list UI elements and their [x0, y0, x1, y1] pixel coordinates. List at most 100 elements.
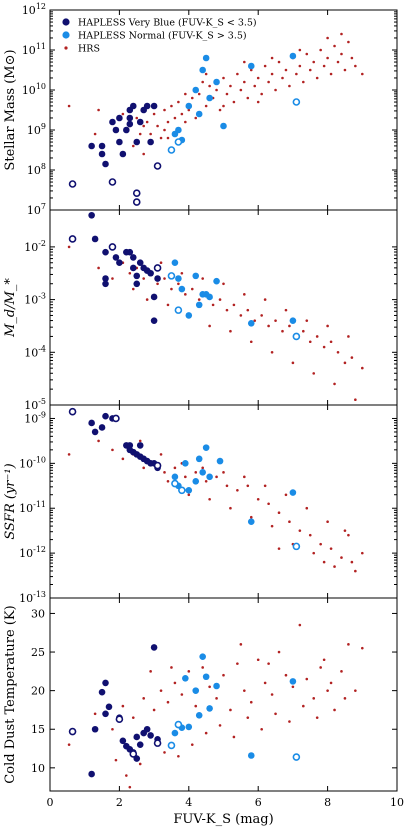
hrs-point: [270, 693, 274, 696]
hrs-point: [166, 480, 170, 483]
hrs-point: [281, 76, 284, 80]
hrs-point: [208, 84, 211, 88]
hrs-point: [159, 261, 163, 265]
normal-filled-point: [247, 518, 255, 525]
hrs-point: [225, 308, 229, 312]
hrs-point: [340, 32, 343, 36]
hrs-point: [190, 743, 194, 746]
hrs-point: [184, 475, 187, 479]
very-blue-filled-point: [136, 741, 144, 748]
hrs-point: [267, 502, 270, 506]
legend: HAPLESS Very Blue (FUV-K_S < 3.5) HAPLESS…: [62, 18, 257, 55]
very-blue-open-point: [68, 235, 77, 243]
y-tick-label: 1011: [22, 42, 46, 57]
hrs-point: [173, 681, 177, 685]
hrs-point: [111, 277, 114, 280]
hrs-point: [347, 40, 350, 44]
hrs-point: [239, 314, 243, 317]
very-blue-filled-point: [91, 725, 99, 733]
hrs-point: [138, 439, 142, 443]
hrs-point: [340, 52, 343, 56]
hrs-point: [319, 542, 322, 546]
hrs-point: [67, 245, 71, 249]
hrs-point: [239, 643, 243, 646]
very-blue-filled-point: [143, 102, 151, 110]
hrs-point: [260, 314, 263, 317]
hrs-point: [163, 751, 166, 754]
hrs-point: [305, 677, 309, 681]
y-tick-label: 107: [27, 202, 46, 217]
hrs-point: [229, 506, 232, 510]
very-blue-filled-point: [123, 126, 130, 134]
normal-filled-point: [185, 486, 193, 494]
hrs-point: [194, 471, 198, 474]
very-blue-open-point: [153, 461, 162, 470]
hrs-point: [308, 533, 312, 537]
hrs-point: [263, 298, 267, 301]
hrs-point: [222, 471, 225, 474]
normal-filled-point: [195, 110, 203, 118]
hrs-point: [312, 551, 316, 555]
normal-filled-point: [175, 126, 182, 134]
hrs-point: [322, 64, 326, 68]
hrs-point: [114, 758, 118, 762]
hrs-point: [222, 104, 225, 108]
hrs-point: [305, 506, 309, 510]
very-blue-filled-point: [154, 275, 161, 282]
very-blue-filled-point: [112, 254, 120, 261]
very-blue-open-point: [153, 162, 162, 170]
very-blue-filled-point: [102, 710, 109, 718]
very-blue-filled-point: [88, 770, 95, 778]
hrs-point: [218, 724, 222, 727]
hrs-point: [187, 493, 191, 497]
hrs-point: [243, 80, 246, 84]
hrs-point: [194, 116, 198, 120]
hrs-point: [125, 774, 128, 777]
very-blue-filled-point: [116, 138, 123, 146]
hrs-point: [340, 670, 343, 673]
hrs-point: [225, 92, 229, 96]
hrs-point: [305, 52, 309, 56]
hrs-point: [270, 524, 274, 528]
normal-filled-point: [289, 52, 297, 60]
hrs-point: [288, 324, 291, 328]
hrs-point: [97, 439, 100, 443]
hrs-point: [329, 72, 333, 76]
hrs-point: [142, 124, 145, 128]
hrs-point: [288, 84, 291, 88]
hrs-point: [229, 708, 232, 712]
very-blue-filled-point: [98, 424, 106, 431]
normal-filled-point: [199, 66, 206, 74]
hrs-point: [163, 128, 166, 132]
very-blue-filled-point: [88, 142, 95, 150]
very-blue-open-point: [129, 750, 138, 758]
hrs-point: [298, 64, 302, 68]
hrs-point: [204, 72, 208, 76]
very-blue-open-point: [115, 715, 124, 724]
very-blue-filled-point: [129, 264, 137, 272]
normal-filled-point: [206, 705, 213, 712]
hrs-point: [291, 361, 295, 365]
hrs-point: [315, 716, 319, 719]
very-blue-filled-point: [133, 280, 141, 288]
hrs-point: [177, 282, 180, 286]
hrs-point: [326, 324, 329, 328]
hrs-point: [246, 308, 250, 312]
normal-open-point: [167, 272, 176, 280]
legend-marker: [62, 31, 70, 39]
hrs-point: [312, 60, 316, 64]
normal-filled-point: [192, 272, 200, 280]
hrs-point: [270, 56, 274, 60]
hrs-point: [201, 277, 204, 280]
hrs-point: [145, 120, 149, 124]
y-axis-label: Cold Dust Temperature (K): [3, 605, 18, 783]
hrs-point: [277, 547, 281, 550]
very-blue-filled-point: [129, 254, 137, 261]
hrs-point: [177, 100, 180, 104]
very-blue-filled-point: [102, 280, 109, 288]
hrs-point: [263, 64, 267, 68]
hrs-point: [322, 345, 326, 349]
normal-open-point: [174, 720, 183, 729]
hrs-point: [93, 712, 97, 716]
